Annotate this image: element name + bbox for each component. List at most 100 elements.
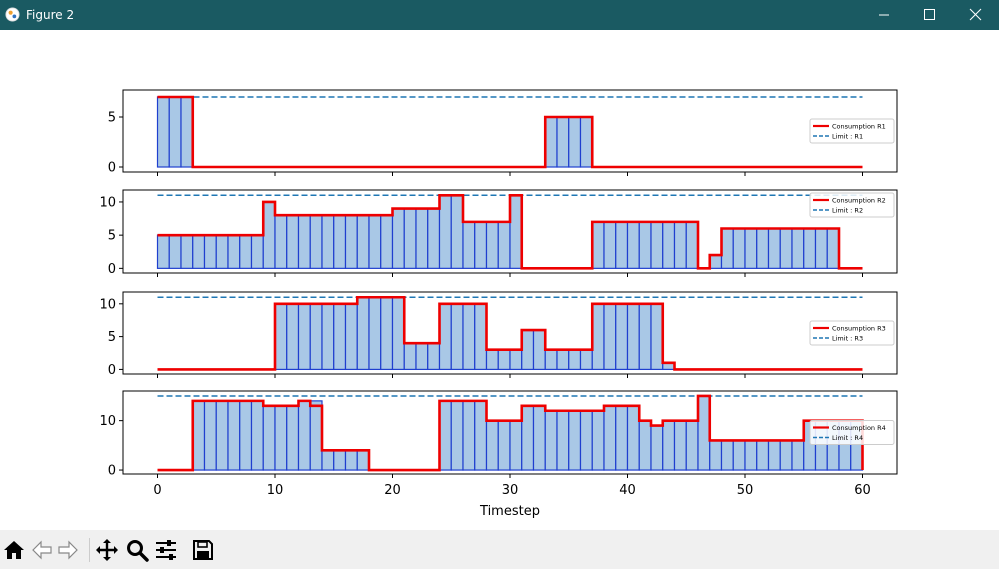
bar [568,349,582,371]
pan-icon [96,539,118,561]
pan-button[interactable] [95,538,119,562]
configure-subplots-button[interactable] [154,538,178,562]
bar [474,400,488,471]
y-tick-label: 5 [108,229,116,244]
bar [321,303,335,371]
legend: Consumption R4 Limit : R4 [809,420,895,445]
bar [603,221,617,269]
legend-label-consumption: Consumption R1 [832,123,886,131]
bar [638,303,652,371]
bar [156,234,170,269]
bar [239,234,253,269]
subplot-R2: 0 5 10 Consumption R2 Limit : R2 [99,189,898,277]
y-tick-label: 0 [108,363,116,378]
bar [615,303,629,371]
save-button[interactable] [191,538,215,562]
legend-label-limit: Limit : R1 [832,133,863,141]
legend-box [809,420,895,445]
bar [662,221,676,269]
bar [474,221,488,269]
bar [321,214,335,269]
bar [462,303,476,371]
bar [509,349,523,371]
bar [767,227,781,269]
y-tick-label: 5 [108,111,116,126]
bar [356,296,370,371]
bar [168,96,182,168]
bar [697,395,711,471]
back-button[interactable] [30,538,54,562]
close-icon [969,8,982,21]
bar [626,303,640,371]
bar [274,405,288,471]
close-button[interactable] [953,0,999,30]
bar [556,410,570,471]
zoom-button[interactable] [125,538,149,562]
bar [544,116,558,168]
bar [521,329,535,371]
y-tick-label: 10 [99,195,116,210]
bar [380,214,394,269]
bar [297,303,311,371]
app-icon [5,7,20,22]
bar [450,303,464,371]
bar [427,207,441,269]
bar [227,400,241,471]
bar [192,400,206,471]
legend-label-limit: Limit : R2 [832,207,863,215]
bar [344,214,358,269]
legend-box [809,118,895,144]
legend: Consumption R1 Limit : R1 [809,118,895,144]
bar [309,303,323,371]
bar [192,234,206,269]
bar [309,400,323,471]
y-tick-label: 0 [108,161,116,176]
bar [556,349,570,371]
bar [485,420,499,471]
bar [438,194,452,269]
bar [297,400,311,471]
subplot-R1: 0 5 Consumption R1 Limit : R1 [108,89,898,176]
bar [250,400,264,471]
bar [509,194,523,269]
bar [803,227,817,269]
bar [485,349,499,371]
bar [227,234,241,269]
bar [286,214,300,269]
bar [215,234,229,269]
bar [474,303,488,371]
bar [579,116,593,168]
consumption-line [157,394,864,472]
bar [333,449,347,471]
bar [568,410,582,471]
axes-frame [122,89,898,173]
bar [450,400,464,471]
maximize-button[interactable] [907,0,953,30]
legend-label-consumption: Consumption R2 [832,197,886,205]
bar [544,349,558,371]
legend-label-limit: Limit : R4 [832,434,863,442]
bar [356,449,370,471]
bar [250,234,264,269]
consumption-line [157,95,863,169]
bar [626,405,640,471]
forward-button[interactable] [56,538,80,562]
bar [603,303,617,371]
bar [615,221,629,269]
bar [438,303,452,371]
toolbar-separator [89,538,90,562]
bar [497,349,511,371]
bar [650,424,664,471]
bar [791,227,805,269]
bar [368,214,382,269]
bar [709,254,723,269]
bar [591,221,605,269]
home-button[interactable] [2,538,26,562]
minimize-button[interactable] [861,0,907,30]
bar [215,400,229,471]
legend-box [809,320,895,346]
bar [579,349,593,371]
bar [521,405,535,471]
bar [814,227,828,269]
bar [462,400,476,471]
